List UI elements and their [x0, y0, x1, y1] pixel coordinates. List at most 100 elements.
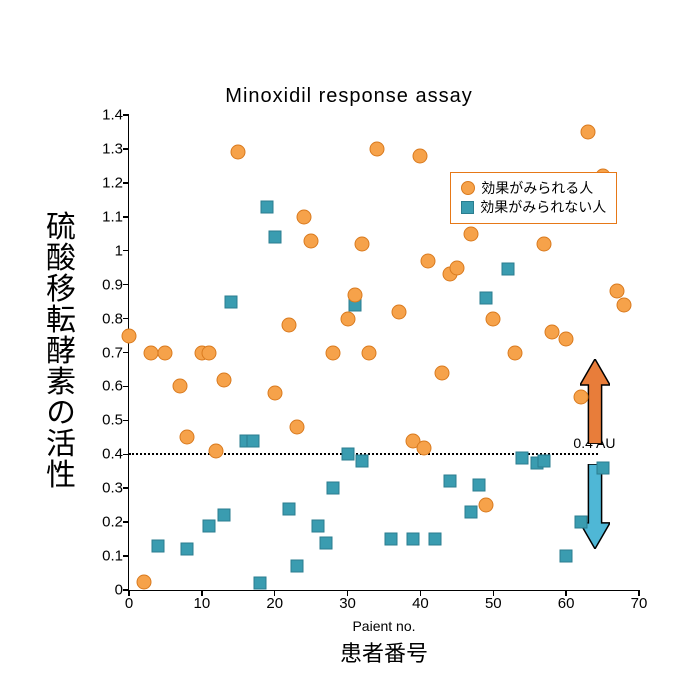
responder-point — [296, 209, 311, 224]
nonresponder-point — [443, 475, 456, 488]
x-tick-label: 70 — [631, 595, 648, 612]
legend: 効果がみられる人 効果がみられない人 — [450, 172, 617, 224]
x-tick-label: 30 — [339, 595, 356, 612]
nonresponder-point — [217, 509, 230, 522]
responder-point — [449, 260, 464, 275]
responder-point — [479, 498, 494, 513]
responder-point — [289, 420, 304, 435]
responder-point — [435, 365, 450, 380]
chart-title: Minoxidil response assay — [0, 85, 698, 108]
responder-point — [559, 331, 574, 346]
nonresponder-point — [261, 200, 274, 213]
nonresponder-point — [290, 560, 303, 573]
legend-marker-circle — [461, 181, 475, 195]
responder-point — [209, 443, 224, 458]
responder-point — [508, 345, 523, 360]
y-tick-mark — [123, 386, 129, 388]
x-axis-label-large: 患者番号 — [129, 636, 639, 668]
responder-point — [355, 236, 370, 251]
responder-point — [282, 318, 297, 333]
nonresponder-point — [356, 455, 369, 468]
y-tick-mark — [123, 284, 129, 286]
y-tick-mark — [123, 148, 129, 150]
nonresponder-point — [268, 231, 281, 244]
y-tick-mark — [123, 420, 129, 422]
nonresponder-point — [254, 577, 267, 590]
y-tick-label: 1.2 — [79, 174, 123, 191]
y-tick-mark — [123, 318, 129, 320]
y-tick-label: 0 — [79, 582, 123, 599]
nonresponder-point — [385, 533, 398, 546]
responder-point — [143, 345, 158, 360]
nonresponder-point — [472, 478, 485, 491]
responder-point — [304, 233, 319, 248]
legend-label: 効果がみられない人 — [480, 198, 606, 217]
x-tick-mark — [347, 590, 349, 596]
x-tick-label: 10 — [194, 595, 211, 612]
y-tick-label: 0.9 — [79, 276, 123, 293]
x-tick-mark — [493, 590, 495, 596]
scatter-plot-area: Paient no. 患者番号 00.10.20.30.40.50.60.70.… — [128, 115, 639, 591]
nonresponder-point — [246, 434, 259, 447]
responder-point — [413, 148, 428, 163]
nonresponder-point — [152, 539, 165, 552]
y-tick-mark — [123, 182, 129, 184]
x-tick-label: 60 — [558, 595, 575, 612]
responder-point — [391, 304, 406, 319]
x-tick-label: 0 — [125, 595, 133, 612]
x-axis-label-small: Paient no. — [129, 618, 639, 634]
nonresponder-point — [319, 536, 332, 549]
y-axis-label: 硫酸移転酵素の活性 — [35, 211, 79, 490]
x-tick-label: 40 — [412, 595, 429, 612]
legend-label: 効果がみられる人 — [481, 179, 593, 198]
responder-point — [486, 311, 501, 326]
nonresponder-point — [480, 292, 493, 305]
legend-row: 効果がみられない人 — [461, 198, 606, 217]
nonresponder-point — [225, 295, 238, 308]
y-tick-label: 1.4 — [79, 107, 123, 124]
responder-point — [267, 386, 282, 401]
responder-point — [617, 298, 632, 313]
x-tick-mark — [128, 590, 130, 596]
x-tick-mark — [274, 590, 276, 596]
nonresponder-point — [574, 516, 587, 529]
y-tick-mark — [123, 250, 129, 252]
responder-point — [173, 379, 188, 394]
responder-point — [581, 124, 596, 139]
x-tick-mark — [201, 590, 203, 596]
y-tick-mark — [123, 521, 129, 523]
x-tick-label: 50 — [485, 595, 502, 612]
y-tick-label: 0.3 — [79, 480, 123, 497]
nonresponder-point — [283, 502, 296, 515]
y-tick-label: 1.1 — [79, 208, 123, 225]
nonresponder-point — [465, 505, 478, 518]
responder-point — [362, 345, 377, 360]
responder-point — [537, 236, 552, 251]
responder-point — [202, 345, 217, 360]
responder-point — [464, 226, 479, 241]
responder-point — [340, 311, 355, 326]
y-tick-mark — [123, 555, 129, 557]
legend-marker-square — [461, 201, 474, 214]
y-tick-label: 0.8 — [79, 310, 123, 327]
nonresponder-point — [181, 543, 194, 556]
responder-point — [326, 345, 341, 360]
y-tick-label: 1.3 — [79, 140, 123, 157]
responder-point — [231, 145, 246, 160]
y-tick-label: 0.5 — [79, 412, 123, 429]
y-tick-mark — [123, 114, 129, 116]
nonresponder-point — [516, 451, 529, 464]
responder-point — [122, 328, 137, 343]
y-tick-mark — [123, 352, 129, 354]
x-tick-mark — [420, 590, 422, 596]
responder-point — [158, 345, 173, 360]
x-tick-label: 20 — [266, 595, 283, 612]
y-tick-label: 0.2 — [79, 514, 123, 531]
nonresponder-point — [203, 519, 216, 532]
responder-point — [136, 574, 151, 589]
responder-point — [573, 389, 588, 404]
x-tick-mark — [638, 590, 640, 596]
nonresponder-point — [407, 533, 420, 546]
nonresponder-point — [312, 519, 325, 532]
nonresponder-point — [538, 455, 551, 468]
